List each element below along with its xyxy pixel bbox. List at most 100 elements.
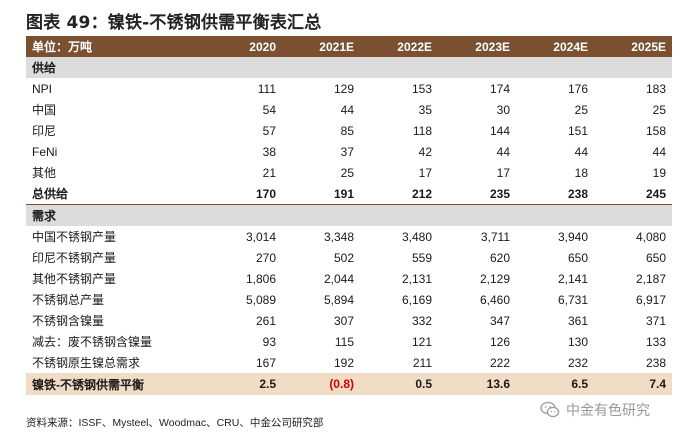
- row-label: 其他: [32, 166, 57, 180]
- cell: 30: [496, 102, 510, 117]
- cell: 361: [567, 313, 588, 328]
- cell: 42: [418, 144, 432, 159]
- cell: 191: [282, 183, 360, 205]
- row-label: FeNi: [32, 144, 58, 159]
- row-label: 不锈钢含镍量: [32, 314, 105, 328]
- cell: 7.4: [594, 373, 672, 395]
- table-row: 印尼不锈钢产量 270 502 559 620 650 650: [26, 247, 672, 268]
- watermark: 中金有色研究: [540, 399, 650, 421]
- cell: 3,711: [480, 229, 510, 244]
- cell: 118: [412, 123, 432, 138]
- year-header: 2022E: [360, 36, 438, 57]
- table-row: 不锈钢原生镍总需求 167 192 211 222 232 238: [26, 352, 672, 373]
- cell: 1,806: [245, 271, 276, 286]
- cell: 261: [255, 313, 276, 328]
- section-label: 需求: [26, 204, 672, 226]
- table-row: 其他 21 25 17 17 18 19: [26, 162, 672, 183]
- cell: 235: [438, 183, 516, 205]
- cell: 211: [412, 355, 432, 370]
- cell: 44: [340, 102, 354, 117]
- row-label: 中国: [32, 103, 57, 117]
- cell: 57: [262, 123, 276, 138]
- watermark-text: 中金有色研究: [566, 403, 650, 419]
- cell: 25: [652, 102, 666, 117]
- table-row: 其他不锈钢产量 1,806 2,044 2,131 2,129 2,141 2,…: [26, 268, 672, 289]
- cell: 3,348: [323, 229, 354, 244]
- cell: 19: [652, 165, 666, 180]
- unit-header: 单位：万吨: [26, 36, 204, 57]
- cell: 6,731: [557, 292, 588, 307]
- cell: 93: [262, 334, 276, 349]
- section-row-demand: 需求: [26, 204, 672, 226]
- cell: 6,460: [479, 292, 510, 307]
- row-label: 镍铁-不锈钢供需平衡: [26, 373, 204, 395]
- row-label: 不锈钢总产量: [32, 293, 105, 307]
- cell: 13.6: [438, 373, 516, 395]
- row-label: 中国不锈钢产量: [32, 230, 117, 244]
- row-label: 总供给: [26, 183, 204, 205]
- table-row: FeNi 38 37 42 44 44 44: [26, 141, 672, 162]
- cell: 25: [574, 102, 588, 117]
- row-label: 减去：废不锈钢含镍量: [32, 335, 153, 349]
- cell: 44: [652, 144, 666, 159]
- table-row: 中国不锈钢产量 3,014 3,348 3,480 3,711 3,940 4,…: [26, 226, 672, 247]
- cell: 650: [567, 250, 588, 265]
- cell: 307: [333, 313, 354, 328]
- row-label: 其他不锈钢产量: [32, 272, 117, 286]
- year-header: 2025E: [594, 36, 672, 57]
- cell: 347: [489, 313, 510, 328]
- cell: 115: [334, 334, 354, 349]
- cell: 44: [574, 144, 588, 159]
- year-header: 2023E: [438, 36, 516, 57]
- cell: 192: [333, 355, 354, 370]
- section-row-supply: 供给: [26, 57, 672, 78]
- cell: 37: [340, 144, 354, 159]
- cell: 2.5: [204, 373, 282, 395]
- cell: 111: [257, 81, 276, 96]
- cell: 238: [645, 355, 666, 370]
- cell-negative: (0.8): [282, 373, 360, 395]
- cell: 2,141: [557, 271, 588, 286]
- cell: 2,131: [401, 271, 432, 286]
- cell: 222: [489, 355, 510, 370]
- cell: 133: [645, 334, 666, 349]
- cell: 174: [489, 81, 510, 96]
- cell: 151: [567, 123, 588, 138]
- cell: 44: [496, 144, 510, 159]
- year-header: 2020: [204, 36, 282, 57]
- row-label: NPI: [32, 81, 53, 96]
- cell: 559: [411, 250, 432, 265]
- cell: 3,480: [401, 229, 432, 244]
- cell: 183: [645, 81, 666, 96]
- cell: 54: [262, 102, 276, 117]
- cell: 2,187: [635, 271, 666, 286]
- cell: 170: [204, 183, 282, 205]
- cell: 4,080: [635, 229, 666, 244]
- balance-table: 单位：万吨 2020 2021E 2022E 2023E 2024E 2025E…: [26, 36, 672, 395]
- figure-title: 图表 49：镍铁-不锈钢供需平衡表汇总: [26, 13, 322, 33]
- table-row: 不锈钢总产量 5,089 5,894 6,169 6,460 6,731 6,9…: [26, 289, 672, 310]
- cell: 167: [255, 355, 276, 370]
- cell: 270: [255, 250, 276, 265]
- cell: 18: [574, 165, 588, 180]
- table-row: 减去：废不锈钢含镍量 93 115 121 126 130 133: [26, 331, 672, 352]
- cell: 620: [489, 250, 510, 265]
- cell: 0.5: [360, 373, 438, 395]
- cell: 502: [333, 250, 354, 265]
- cell: 126: [489, 334, 510, 349]
- cell: 176: [567, 81, 588, 96]
- cell: 130: [567, 334, 588, 349]
- table-row: 中国 54 44 35 30 25 25: [26, 99, 672, 120]
- table-row: 印尼 57 85 118 144 151 158: [26, 120, 672, 141]
- table-row-total-supply: 总供给 170 191 212 235 238 245: [26, 183, 672, 205]
- cell: 232: [567, 355, 588, 370]
- cell: 158: [645, 123, 666, 138]
- cell: 144: [489, 123, 510, 138]
- cell: 371: [645, 313, 666, 328]
- wechat-icon: [540, 401, 560, 419]
- header-row: 单位：万吨 2020 2021E 2022E 2023E 2024E 2025E: [26, 36, 672, 57]
- cell: 332: [411, 313, 432, 328]
- source-note: 资料来源：ISSF、Mysteel、Woodmac、CRU、中金公司研究部: [26, 417, 324, 429]
- year-header: 2021E: [282, 36, 360, 57]
- cell: 650: [645, 250, 666, 265]
